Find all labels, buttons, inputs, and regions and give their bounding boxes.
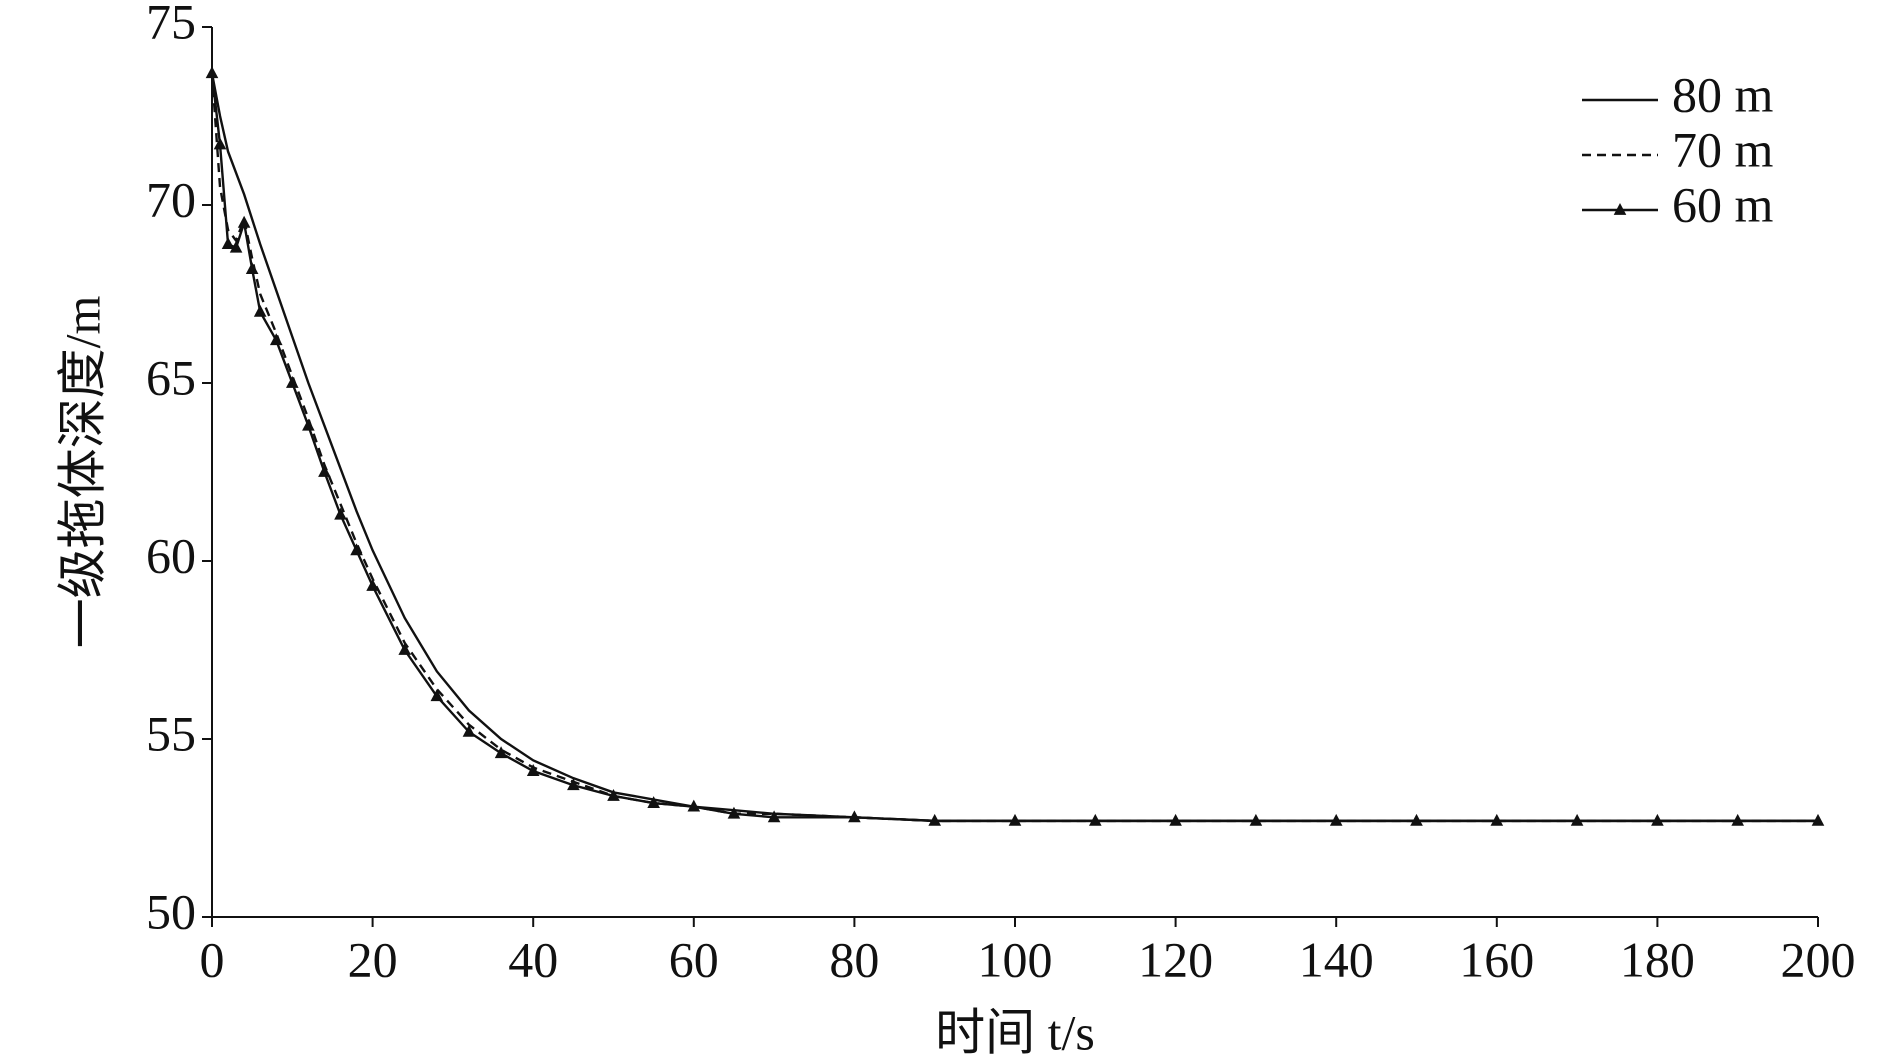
series-marker <box>221 237 235 250</box>
series-marker <box>1249 813 1263 826</box>
x-tick-label: 120 <box>1138 931 1213 987</box>
legend-label: 70 m <box>1672 121 1774 177</box>
series-marker <box>302 418 315 431</box>
series-marker <box>647 796 660 808</box>
series-marker <box>318 465 331 477</box>
series-marker <box>398 643 412 655</box>
x-tick-label: 180 <box>1620 931 1695 987</box>
x-tick-label: 80 <box>829 931 879 987</box>
series-marker <box>1651 813 1664 826</box>
series-marker <box>205 66 219 79</box>
x-tick-label: 160 <box>1459 931 1534 987</box>
series-marker <box>1410 813 1423 826</box>
x-tick-label: 140 <box>1299 931 1374 987</box>
series-marker <box>848 810 861 823</box>
x-axis-label: 时间 t/s <box>935 1004 1095 1058</box>
y-tick-label: 75 <box>146 0 196 49</box>
series-marker <box>269 333 283 346</box>
series-marker <box>462 724 476 737</box>
series-marker <box>334 507 347 520</box>
series-marker <box>727 806 741 819</box>
x-tick-label: 40 <box>508 931 558 987</box>
series-marker <box>1169 813 1182 826</box>
series-marker <box>229 240 243 253</box>
series-marker <box>237 215 251 228</box>
x-tick-label: 100 <box>978 931 1053 987</box>
y-tick-label: 65 <box>146 349 196 405</box>
series-marker <box>253 304 267 317</box>
series-marker <box>1089 813 1102 826</box>
series-marker <box>928 813 941 826</box>
series-marker <box>526 764 540 776</box>
series-marker <box>607 788 620 801</box>
y-tick-label: 50 <box>146 883 196 939</box>
y-tick-label: 70 <box>146 171 196 227</box>
x-tick-label: 20 <box>348 931 398 987</box>
series-marker <box>1811 813 1825 826</box>
series-marker <box>1329 813 1343 826</box>
y-tick-label: 60 <box>146 527 196 583</box>
x-tick-label: 60 <box>669 931 719 987</box>
series-marker <box>1008 813 1022 826</box>
series-marker <box>245 262 259 274</box>
series-marker <box>286 376 299 388</box>
series-line <box>210 73 1818 823</box>
y-axis-label: 一级拖体深度/m <box>54 296 110 649</box>
series-marker <box>213 137 227 150</box>
y-tick-label: 55 <box>146 705 196 761</box>
series-marker <box>494 746 508 759</box>
series-marker <box>567 778 580 791</box>
series-marker <box>767 810 781 823</box>
series-marker <box>1490 813 1504 826</box>
series-marker <box>366 578 379 591</box>
legend-marker <box>1613 203 1627 215</box>
legend-label: 60 m <box>1672 176 1774 232</box>
series-marker <box>430 689 444 702</box>
series-marker <box>1731 813 1744 826</box>
series-marker <box>350 543 363 556</box>
x-tick-label: 200 <box>1781 931 1856 987</box>
series-line <box>210 73 1818 823</box>
series-marker <box>687 799 701 812</box>
series-marker <box>1570 813 1584 826</box>
legend-label: 80 m <box>1672 66 1774 122</box>
x-tick-label: 0 <box>200 931 225 987</box>
series-line <box>210 73 1818 823</box>
